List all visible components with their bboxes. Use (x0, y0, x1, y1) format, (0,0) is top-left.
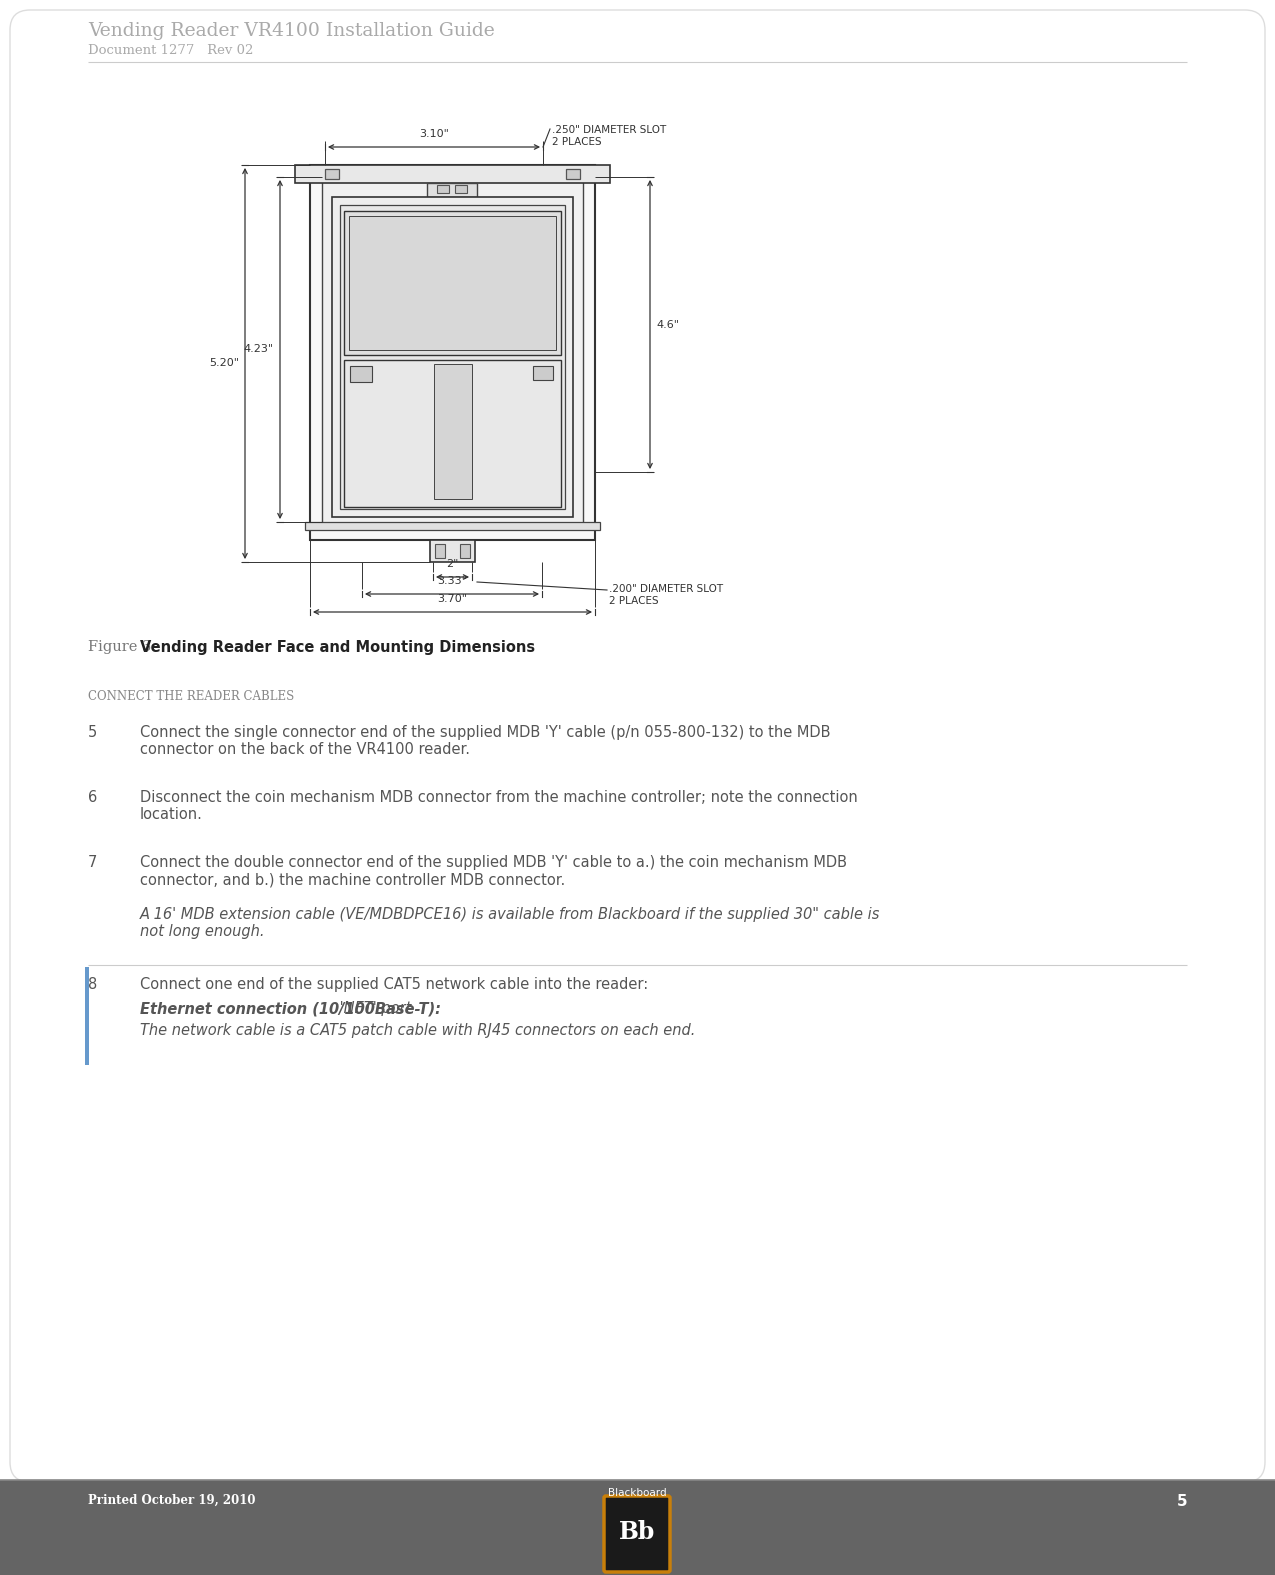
Text: Vending Reader VR4100 Installation Guide: Vending Reader VR4100 Installation Guide (88, 22, 495, 39)
Bar (85, 967, 89, 1065)
Text: Disconnect the coin mechanism MDB connector from the machine controller; note th: Disconnect the coin mechanism MDB connec… (140, 791, 858, 822)
Bar (344, 361, 561, 507)
Text: Bb: Bb (618, 1520, 655, 1544)
Text: .250" DIAMETER SLOT
2 PLACES: .250" DIAMETER SLOT 2 PLACES (552, 124, 667, 146)
Bar (325, 169, 339, 180)
Text: 5: 5 (1177, 1495, 1187, 1509)
Bar (566, 169, 580, 180)
Bar (0, 1480, 1275, 1575)
Text: Ethernet connection (10/100Base-T):: Ethernet connection (10/100Base-T): (140, 1002, 441, 1016)
Text: .200" DIAMETER SLOT
2 PLACES: .200" DIAMETER SLOT 2 PLACES (609, 584, 723, 606)
Text: 'NET' port: 'NET' port (335, 1002, 412, 1016)
Text: Figure 3:: Figure 3: (88, 639, 161, 654)
Text: 3.33": 3.33" (437, 576, 467, 586)
Text: 5.20": 5.20" (209, 359, 238, 369)
Bar (344, 211, 561, 354)
Text: 5: 5 (88, 724, 97, 740)
Bar (295, 165, 609, 183)
Text: 3.10": 3.10" (419, 129, 449, 139)
Text: 3.70": 3.70" (437, 594, 468, 603)
Text: Vending Reader Face and Mounting Dimensions: Vending Reader Face and Mounting Dimensi… (140, 639, 536, 655)
Bar (332, 197, 572, 517)
Text: 8: 8 (88, 976, 97, 992)
Text: Printed October 19, 2010: Printed October 19, 2010 (88, 1495, 255, 1507)
Text: 4.6": 4.6" (657, 320, 680, 329)
Bar (427, 183, 477, 197)
Text: Connect one end of the supplied CAT5 network cable into the reader:: Connect one end of the supplied CAT5 net… (140, 976, 648, 992)
Text: 2": 2" (446, 559, 459, 569)
Bar (455, 184, 467, 194)
Bar (533, 365, 553, 380)
Bar (460, 543, 470, 558)
Bar (310, 165, 595, 540)
Text: Connect the single connector end of the supplied MDB 'Y' cable (p/n 055-800-132): Connect the single connector end of the … (140, 724, 830, 758)
Bar (434, 364, 472, 499)
Text: 7: 7 (88, 855, 97, 869)
FancyBboxPatch shape (604, 1496, 669, 1572)
Bar (430, 540, 476, 562)
Text: CONNECT THE READER CABLES: CONNECT THE READER CABLES (88, 690, 295, 702)
Bar (437, 184, 449, 194)
Bar (305, 521, 601, 531)
Text: 6: 6 (88, 791, 97, 805)
Text: 4.23": 4.23" (244, 345, 274, 354)
Text: A 16' MDB extension cable (VE/MDBDPCE16) is available from Blackboard if the sup: A 16' MDB extension cable (VE/MDBDPCE16)… (140, 907, 880, 939)
Bar (435, 543, 445, 558)
Bar (340, 205, 565, 509)
Text: The network cable is a CAT5 patch cable with RJ45 connectors on each end.: The network cable is a CAT5 patch cable … (140, 1024, 695, 1038)
Bar (349, 216, 556, 350)
Text: Connect the double connector end of the supplied MDB 'Y' cable to a.) the coin m: Connect the double connector end of the … (140, 855, 847, 887)
Bar (351, 365, 372, 383)
Text: Document 1277   Rev 02: Document 1277 Rev 02 (88, 44, 254, 57)
Text: Blackboard: Blackboard (608, 1488, 667, 1498)
Bar (323, 176, 583, 528)
